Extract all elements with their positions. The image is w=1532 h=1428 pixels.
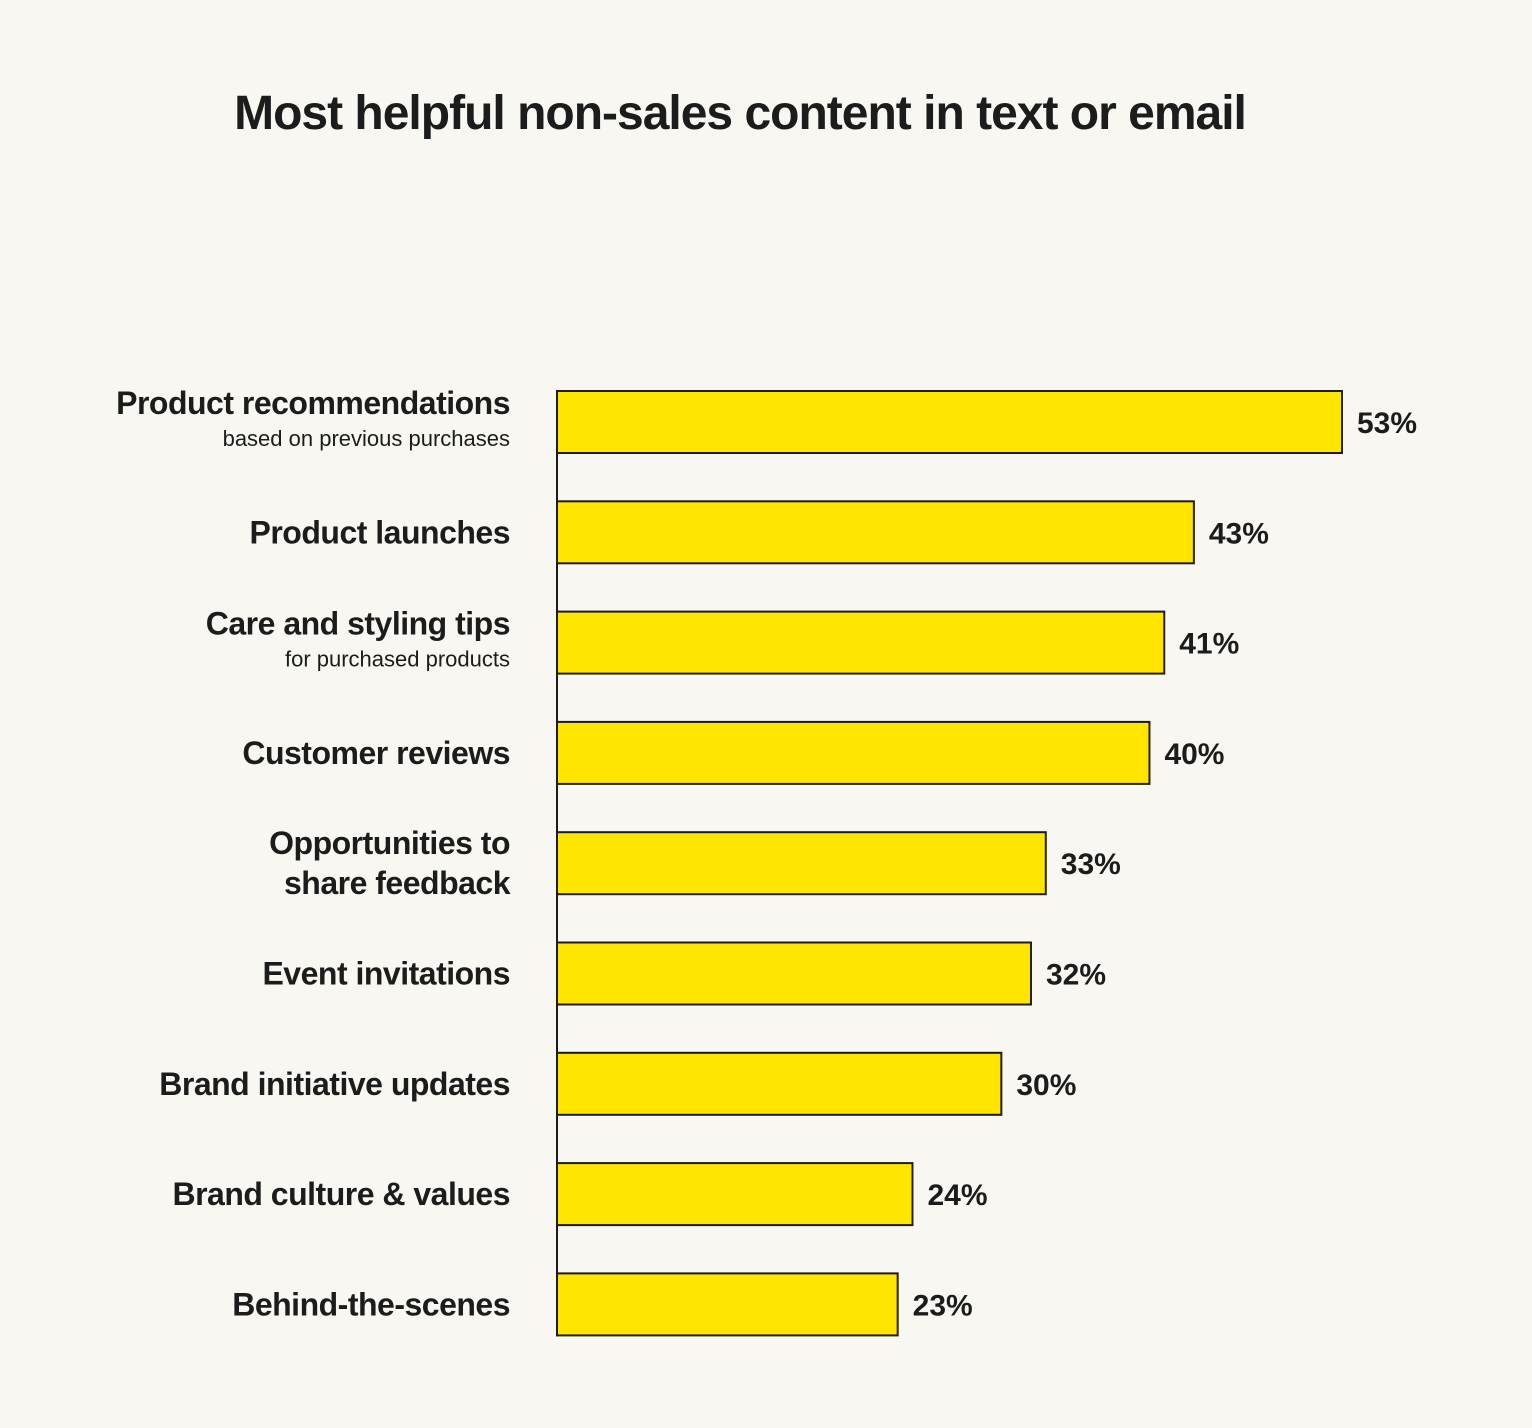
category-label: Care and styling tips bbox=[206, 606, 510, 642]
category-label: Brand initiative updates bbox=[159, 1066, 510, 1102]
value-label: 24% bbox=[927, 1179, 987, 1212]
category-label: Opportunities to bbox=[269, 825, 510, 861]
bar bbox=[556, 500, 1195, 565]
bar bbox=[556, 1051, 1003, 1116]
bar bbox=[556, 831, 1047, 896]
chart-title: Most helpful non-sales content in text o… bbox=[234, 87, 1247, 140]
category-label: Behind-the-scenes bbox=[232, 1286, 510, 1322]
bar bbox=[556, 941, 1032, 1006]
category-label: Product recommendations bbox=[116, 385, 510, 421]
value-label: 23% bbox=[913, 1289, 973, 1322]
category-sublabel: based on previous purchases bbox=[223, 426, 510, 451]
category-label: share feedback bbox=[284, 865, 511, 901]
bar bbox=[556, 720, 1151, 785]
category-label: Customer reviews bbox=[242, 735, 510, 771]
bar bbox=[556, 610, 1166, 675]
value-label: 30% bbox=[1016, 1069, 1076, 1102]
bar bbox=[556, 390, 1343, 454]
bar bbox=[556, 1162, 914, 1227]
category-label: Brand culture & values bbox=[172, 1176, 510, 1212]
value-label: 33% bbox=[1061, 848, 1121, 881]
category-label: Product launches bbox=[250, 514, 511, 550]
value-label: 53% bbox=[1357, 407, 1417, 440]
value-label: 40% bbox=[1164, 738, 1224, 771]
value-label: 43% bbox=[1209, 517, 1269, 550]
bar bbox=[556, 1272, 899, 1337]
value-label: 32% bbox=[1046, 959, 1106, 992]
value-label: 41% bbox=[1179, 628, 1239, 661]
category-sublabel: for purchased products bbox=[285, 647, 510, 672]
category-label: Event invitations bbox=[262, 956, 510, 992]
